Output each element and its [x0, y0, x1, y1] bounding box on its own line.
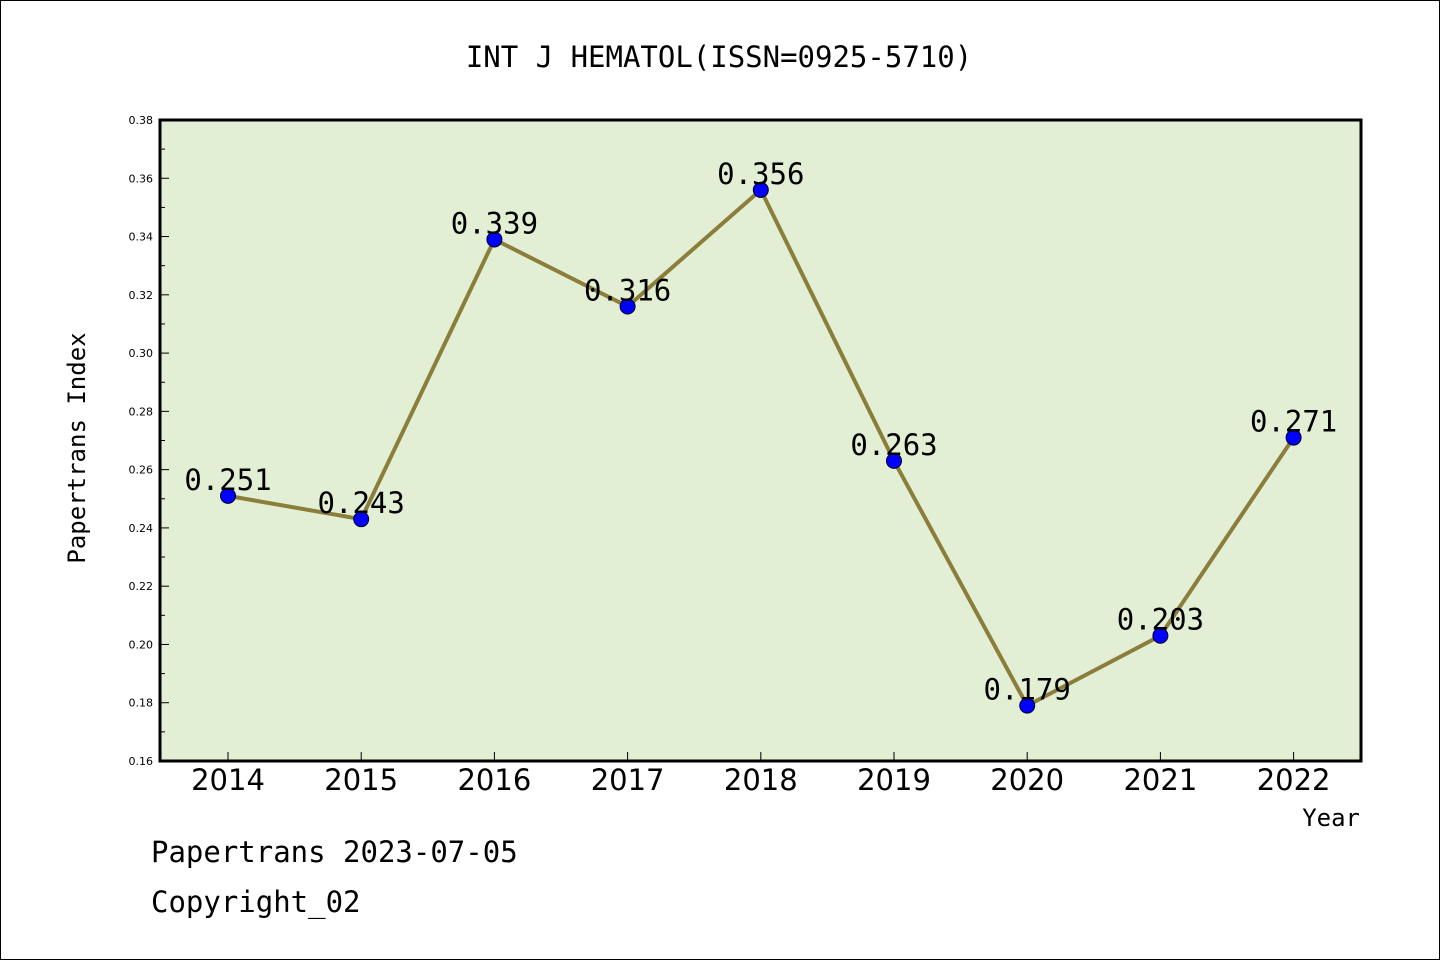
- data-label: 0.356: [717, 157, 804, 191]
- data-label: 0.203: [1117, 603, 1204, 637]
- data-point: [1019, 697, 1036, 714]
- data-point: [220, 487, 236, 504]
- x-tick-label: 2015: [324, 763, 398, 797]
- x-tick-label: 2021: [1123, 763, 1197, 797]
- data-label: 0.263: [850, 428, 937, 462]
- plot-area: [160, 120, 1361, 761]
- y-tick-label: 0.28: [129, 405, 154, 418]
- y-tick-label: 0.22: [129, 580, 154, 593]
- y-axis: 0.16 0.18 0.20 0.22 0.24 0.26 0.28 0.30 0.32 0.34…: [129, 114, 169, 768]
- markers-layer: [220, 181, 1302, 714]
- x-tick-label: 2019: [857, 763, 931, 797]
- y-tick-label: 0.20: [129, 638, 154, 651]
- y-tick-label: 0.38: [129, 114, 154, 127]
- data-label: 0.271: [1250, 405, 1337, 439]
- footer-copyright: Copyright_02: [151, 885, 361, 919]
- data-label: 0.339: [451, 206, 538, 240]
- data-labels: 0.251 0.243 0.339 0.316 0.356 0.263 0.179 0.203…: [184, 157, 1337, 707]
- chart-title: INT J HEMATOL(ISSN=0925-5710): [466, 40, 972, 74]
- data-point: [752, 181, 769, 198]
- x-tick-label: 2014: [191, 763, 265, 797]
- data-point: [486, 231, 503, 248]
- x-axis: 2014 2015 2016 2017 2018 2019 2020 2021 2022: [191, 752, 1331, 797]
- y-tick-label: 0.16: [129, 755, 154, 768]
- y-tick-label: 0.34: [129, 231, 154, 244]
- data-point: [1285, 429, 1302, 446]
- y-tick-label: 0.30: [129, 347, 154, 360]
- y-tick-label: 0.26: [129, 464, 154, 477]
- y-tick-label: 0.36: [129, 172, 154, 185]
- x-tick-label: 2016: [457, 763, 531, 797]
- plot-border: [158, 118, 1363, 763]
- data-point: [353, 511, 370, 528]
- footer-date: Papertrans 2023-07-05: [151, 835, 518, 869]
- y-tick-label: 0.32: [129, 289, 154, 302]
- y-axis-title: Papertrans Index: [63, 332, 91, 563]
- y-tick-label: 0.24: [129, 522, 154, 535]
- x-tick-label: 2020: [990, 763, 1064, 797]
- data-point: [886, 452, 902, 469]
- data-point: [1152, 627, 1169, 644]
- x-axis-title: Year: [1302, 804, 1360, 832]
- data-label: 0.251: [184, 463, 271, 497]
- data-label: 0.316: [584, 273, 671, 307]
- x-tick-label: 2022: [1257, 763, 1331, 797]
- y-tick-label: 0.18: [129, 697, 154, 710]
- data-label: 0.179: [984, 673, 1071, 707]
- x-tick-label: 2017: [591, 763, 665, 797]
- x-tick-label: 2018: [724, 763, 798, 797]
- data-label: 0.243: [318, 486, 405, 520]
- data-point: [619, 298, 636, 315]
